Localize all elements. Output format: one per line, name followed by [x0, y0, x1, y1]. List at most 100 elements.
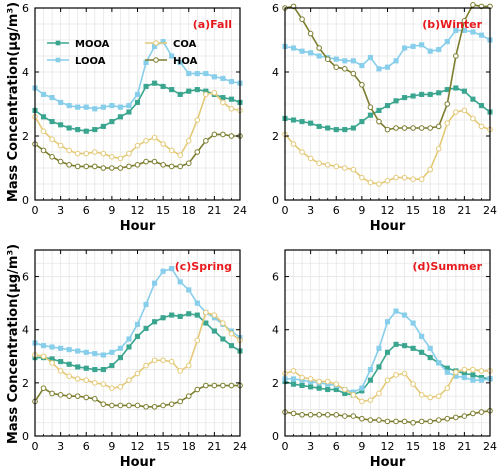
series-hoa-summer	[282, 407, 493, 426]
data-point-coa	[220, 99, 226, 106]
data-point-looa	[376, 345, 382, 351]
data-point-mooa	[461, 88, 467, 94]
data-point-coa	[453, 109, 459, 115]
data-point-hoa	[299, 16, 305, 23]
data-point-looa	[58, 99, 64, 105]
data-point-looa	[299, 48, 305, 54]
data-point-hoa	[333, 411, 340, 418]
data-point-hoa	[435, 123, 442, 130]
x-axis-label-summer: Hour	[370, 455, 406, 469]
data-point-looa	[316, 53, 322, 59]
data-point-hoa	[211, 382, 218, 389]
legend: MOOA COA LOOA HOA	[47, 39, 198, 67]
data-point-hoa	[57, 158, 64, 165]
data-point-coa	[57, 368, 64, 374]
data-point-hoa	[478, 409, 485, 415]
data-point-looa	[359, 385, 365, 391]
data-point-coa	[91, 149, 98, 155]
data-point-hoa	[341, 413, 348, 419]
data-point-coa	[418, 176, 425, 182]
data-point-mooa	[299, 382, 305, 389]
data-point-looa	[117, 104, 123, 110]
data-point-mooa	[427, 355, 433, 361]
data-point-mooa	[152, 319, 158, 325]
data-point-looa	[427, 48, 433, 54]
data-point-looa	[169, 53, 175, 59]
data-point-hoa	[427, 418, 434, 425]
x-axis-label-fall: Hour	[120, 219, 156, 234]
data-point-hoa	[376, 118, 382, 125]
data-point-looa	[143, 301, 149, 308]
data-point-looa	[393, 58, 399, 64]
data-point-looa	[134, 91, 141, 97]
data-point-mooa	[143, 325, 149, 331]
data-point-coa	[410, 176, 416, 182]
data-point-looa	[117, 345, 123, 351]
data-point-looa	[444, 369, 450, 375]
legend-item-coa: COA	[145, 39, 197, 50]
data-point-mooa	[384, 103, 391, 109]
y-tick-label: 2	[22, 130, 29, 143]
data-point-hoa	[453, 53, 459, 59]
data-point-looa	[92, 106, 98, 112]
data-point-hoa	[66, 162, 72, 168]
data-point-looa	[211, 74, 217, 80]
legend-marker-mooa	[55, 40, 61, 46]
data-point-hoa	[91, 163, 98, 170]
data-point-coa	[194, 117, 201, 123]
data-point-mooa	[290, 381, 297, 387]
data-point-hoa	[100, 165, 107, 171]
data-point-coa	[367, 179, 374, 186]
x-tick-label: 3	[57, 440, 64, 453]
y-tick-label: 6	[22, 2, 29, 15]
data-point-mooa	[299, 119, 305, 125]
data-point-coa	[203, 91, 209, 98]
data-point-hoa	[151, 403, 158, 410]
data-point-hoa	[461, 18, 468, 24]
data-point-coa	[290, 141, 297, 147]
data-point-looa	[228, 79, 235, 85]
data-point-coa	[117, 384, 124, 390]
x-tick-label: 24	[233, 440, 247, 453]
data-point-coa	[57, 142, 64, 149]
data-point-coa	[177, 368, 184, 374]
series-mooa-winter	[282, 85, 493, 133]
data-point-coa	[91, 380, 98, 386]
data-point-looa	[203, 71, 209, 77]
data-point-mooa	[66, 361, 72, 367]
data-point-coa	[185, 138, 192, 144]
data-point-looa	[220, 75, 226, 81]
data-point-mooa	[100, 123, 106, 129]
y-tick-label: 4	[272, 324, 279, 337]
data-point-coa	[40, 353, 47, 360]
y-tick-label: 2	[272, 377, 279, 390]
data-point-mooa	[169, 312, 175, 318]
y-tick-label: 0	[22, 430, 29, 443]
data-point-coa	[316, 160, 322, 166]
data-point-coa	[134, 142, 141, 149]
x-tick-label: 6	[83, 440, 90, 453]
x-tick-label: 9	[108, 204, 115, 217]
data-point-mooa	[410, 345, 416, 351]
x-tick-label: 21	[457, 440, 471, 453]
data-point-coa	[299, 149, 305, 155]
data-point-mooa	[83, 128, 89, 134]
x-tick-label: 12	[381, 204, 395, 217]
data-point-mooa	[160, 83, 166, 89]
data-point-coa	[168, 147, 175, 154]
legend-label-hoa: HOA	[173, 56, 198, 67]
data-point-mooa	[290, 117, 297, 123]
data-point-hoa	[290, 410, 297, 417]
data-point-mooa	[92, 127, 98, 133]
data-point-looa	[160, 268, 166, 274]
x-tick-label: 21	[207, 440, 221, 453]
series-hoa-spring	[32, 382, 243, 410]
data-point-hoa	[418, 418, 425, 425]
data-point-coa	[211, 312, 218, 318]
data-point-mooa	[134, 99, 141, 105]
data-point-looa	[134, 321, 141, 327]
